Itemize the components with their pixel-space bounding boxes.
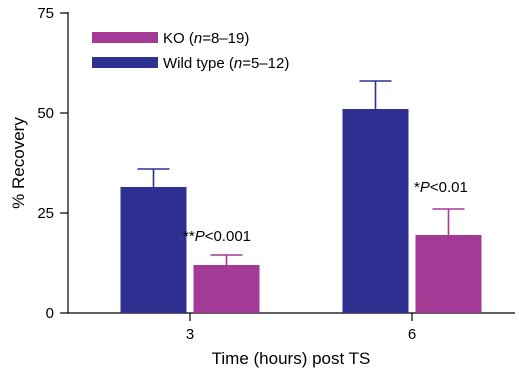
- y-tick-label-75: 75: [37, 5, 54, 22]
- bar-wt-3h: [120, 187, 187, 313]
- y-tick-label-25: 25: [37, 205, 54, 222]
- legend-label-wt: Wild type (n=5–12): [163, 55, 289, 72]
- bar-ko-3h: [193, 265, 260, 313]
- legend-label-ko: KO (n=8–19): [163, 30, 249, 47]
- y-tick-label-0: 0: [46, 305, 54, 322]
- bars-group: [120, 80, 482, 313]
- annotation-3h: **P<0.001: [183, 228, 251, 245]
- x-tick-label-6: 6: [408, 326, 416, 343]
- bar-ko-6h: [415, 235, 482, 313]
- x-axis-title: Time (hours) post TS: [212, 349, 371, 368]
- legend-swatch-ko: [92, 32, 158, 43]
- y-axis-title: % Recovery: [9, 117, 28, 209]
- x-tick-label-3: 3: [186, 326, 194, 343]
- legend: KO (n=8–19) Wild type (n=5–12): [92, 30, 289, 72]
- legend-swatch-wt: [92, 57, 158, 68]
- bar-wt-6h: [342, 109, 409, 313]
- annotation-6h: *P<0.01: [414, 179, 468, 196]
- y-tick-label-50: 50: [37, 105, 54, 122]
